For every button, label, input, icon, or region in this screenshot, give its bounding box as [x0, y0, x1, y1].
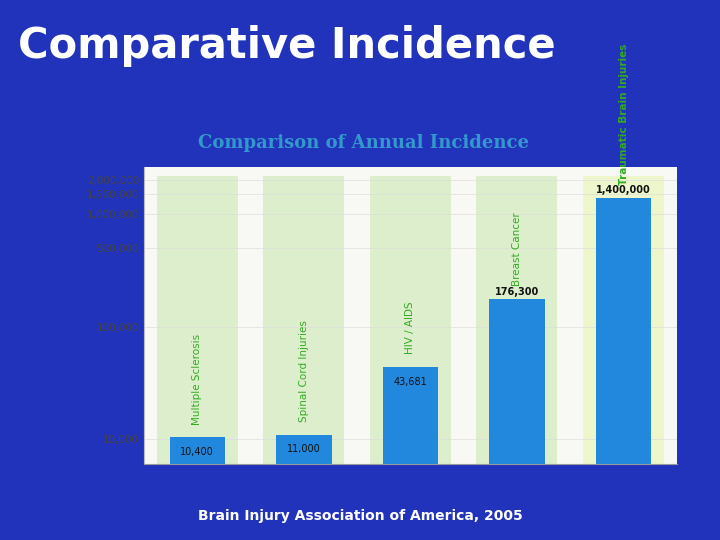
Text: A Comparison of Traumatic Brain Injury and Leeding Injuries or Diseeses: A Comparison of Traumatic Brain Injury a… [186, 173, 541, 183]
Bar [477, 176, 557, 540]
Text: 11,000: 11,000 [287, 444, 320, 455]
Bar [596, 198, 651, 540]
Text: Brain Injury Association of America, 2005: Brain Injury Association of America, 200… [197, 509, 523, 523]
Bar [264, 176, 344, 540]
Text: 10,400: 10,400 [181, 447, 214, 457]
Bar [157, 176, 238, 540]
Text: Comparison of Annual Incidence: Comparison of Annual Incidence [198, 134, 529, 152]
Bar [370, 176, 451, 540]
Text: 176,300: 176,300 [495, 287, 539, 296]
Bar [583, 176, 664, 540]
Bar [276, 435, 331, 540]
Bar [490, 299, 544, 540]
Text: 43,681: 43,681 [394, 377, 427, 387]
Text: Traumatic Brain Injuries: Traumatic Brain Injuries [618, 44, 629, 185]
Text: 1,400,000: 1,400,000 [596, 185, 651, 195]
Text: Comparative Incidence: Comparative Incidence [18, 25, 556, 67]
Text: HIV / AIDS: HIV / AIDS [405, 302, 415, 354]
Text: Multiple Sclerosis: Multiple Sclerosis [192, 334, 202, 424]
Bar [383, 367, 438, 540]
Text: Spinal Cord Injuries: Spinal Cord Injuries [299, 320, 309, 422]
Bar [170, 437, 225, 540]
Text: Breast Cancer: Breast Cancer [512, 212, 522, 286]
